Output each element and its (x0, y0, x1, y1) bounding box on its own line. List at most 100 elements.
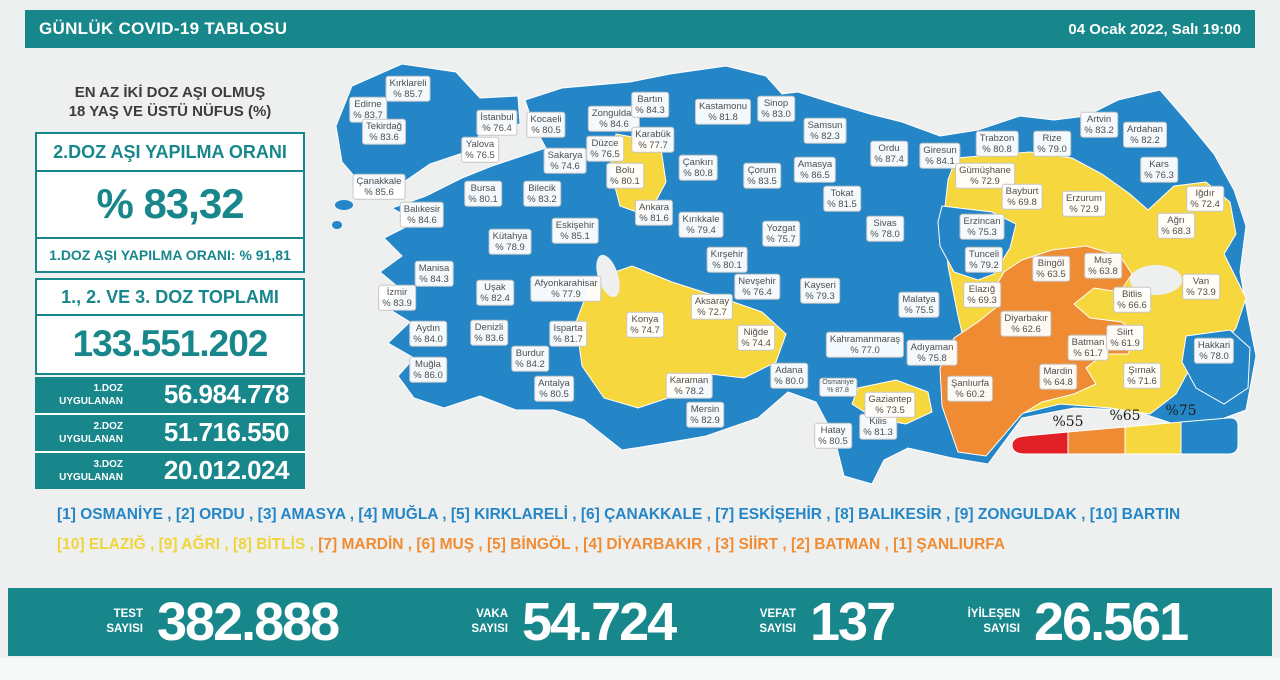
province-label: Kastamonu% 81.8 (694, 98, 752, 126)
province-label: Bartın% 84.3 (631, 91, 669, 119)
province-label: Aydın% 84.0 (409, 320, 447, 348)
vaccine-panel: EN AZ İKİ DOZ AŞI OLMUŞ 18 YAŞ VE ÜSTÜ N… (35, 84, 305, 489)
dose-row-3: 3.DOZ UYGULANAN 20.012.024 (35, 452, 305, 489)
vaccine-panel-title-line1: EN AZ İKİ DOZ AŞI OLMUŞ (74, 84, 266, 101)
stat-iyilesen-label: İYİLEŞEN SAYISI (928, 607, 1020, 637)
bottom-strip (0, 658, 1280, 680)
province-label: Rize% 79.0 (1033, 130, 1071, 158)
stat-vefat: VEFAT SAYISI 137 (730, 591, 896, 653)
province-label: Ağrı% 68.3 (1157, 212, 1195, 240)
province-label: Erzurum% 72.9 (1062, 190, 1106, 218)
legend-label-55: %55 (1052, 414, 1083, 430)
dose-row-1-value: 56.984.778 (163, 379, 290, 409)
province-label: Yalova% 76.5 (461, 136, 499, 164)
province-label: Kütahya% 78.9 (488, 228, 532, 256)
province-label: Çankırı% 80.8 (678, 154, 718, 182)
province-label: Tunceli% 79.2 (964, 246, 1004, 274)
lake-tuz (596, 254, 620, 298)
province-label: Siirt% 61.9 (1106, 324, 1144, 352)
province-label: Artvin% 83.2 (1080, 111, 1118, 139)
stat-iyilesen-label1: İYİLEŞEN (967, 608, 1020, 621)
province-label: Isparta% 81.7 (549, 320, 587, 348)
province-label: İstanbul% 76.4 (476, 109, 518, 137)
province-label: Bayburt% 69.8 (1001, 183, 1043, 211)
stat-vaka-label1: VAKA (476, 608, 508, 621)
province-label: Aksaray% 72.7 (690, 293, 734, 321)
bottom-provinces-orange: [7] MARDİN , [6] MUŞ , [5] BİNGÖL , [4] … (318, 536, 1006, 553)
province-label: Kırklareli% 85.7 (385, 75, 431, 103)
province-label: Nevşehir% 76.4 (734, 273, 780, 301)
stat-vefat-label: VEFAT SAYISI (730, 607, 796, 637)
dose-row-3-label: 3.DOZ UYGULANAN (35, 458, 123, 484)
province-label: Karabük% 77.7 (631, 126, 675, 154)
province-label: Hakkari% 78.0 (1193, 337, 1235, 365)
stat-vefat-value: 137 (810, 592, 896, 652)
region-central-yellow (575, 265, 787, 409)
province-label: Malatya% 75.5 (898, 291, 940, 319)
vaccine-panel-title: EN AZ İKİ DOZ AŞI OLMUŞ 18 YAŞ VE ÜSTÜ N… (35, 84, 305, 122)
province-label: Muş% 63.8 (1084, 252, 1122, 280)
province-label: Şanlıurfa% 60.2 (946, 375, 994, 403)
province-label: Sakarya% 74.6 (543, 147, 587, 175)
province-label: Gümüşhane% 72.9 (955, 162, 1015, 190)
dose1-rate-line: 1.DOZ AŞI YAPILMA ORANI: % 91,81 (49, 246, 291, 263)
header-bar: GÜNLÜK COVID-19 TABLOSU 04 Ocak 2022, Sa… (25, 10, 1255, 48)
dose-rows: 1.DOZ UYGULANAN 56.984.778 2.DOZ UYGULANAN… (35, 376, 305, 489)
stat-test-value: 382.888 (157, 592, 340, 652)
province-label: Ordu% 87.4 (870, 140, 908, 168)
province-label: Adana% 80.0 (770, 362, 808, 390)
dose-row-1-label1: 1.DOZ (93, 382, 123, 394)
legend-label-65: %65 (1109, 408, 1140, 424)
legend-segment-red (1011, 431, 1069, 455)
province-label: Tekirdağ% 83.6 (362, 118, 406, 146)
total-doses-box: 1., 2. VE 3. DOZ TOPLAMI 133.551.202 (35, 277, 305, 375)
dose2-rate-box: 2.DOZ AŞI YAPILMA ORANI % 83,32 1.DOZ AŞ… (35, 131, 305, 273)
province-label: Iğdır% 72.4 (1186, 185, 1224, 213)
province-label: Burdur% 84.2 (511, 345, 549, 373)
province-label: Kars% 76.3 (1140, 156, 1178, 184)
province-label: Karaman% 78.2 (665, 372, 713, 400)
province-label: Mersin% 82.9 (686, 401, 724, 429)
province-label: Amasya% 86.5 (793, 156, 837, 184)
province-label: Konya% 74.7 (626, 311, 664, 339)
province-label: Van% 73.9 (1182, 273, 1220, 301)
stat-iyilesen: İYİLEŞEN SAYISI 26.561 (928, 591, 1190, 653)
province-label: İzmir% 83.9 (378, 284, 416, 312)
turkey-map-svg: %55 %65 %75 (332, 63, 1257, 485)
province-label: Kırşehir% 80.1 (706, 246, 748, 274)
province-label: Bitlis% 66.6 (1113, 286, 1151, 314)
stat-vaka-label2: SAYISI (471, 623, 508, 635)
dose-row-2-value: 51.716.550 (163, 417, 290, 447)
bottom-provinces-line: [10] ELAZIĞ , [9] AĞRI , [8] BİTLİS , [7… (57, 536, 1005, 554)
total-doses-value: 133.551.202 (72, 322, 269, 364)
dose-row-3-label1: 3.DOZ (93, 458, 123, 470)
legend-segment-orange (1067, 426, 1126, 455)
province-label: Bilecik% 83.2 (523, 180, 561, 208)
dose-row-3-value: 20.012.024 (163, 455, 290, 485)
province-label: Batman% 61.7 (1067, 334, 1109, 362)
province-label: Denizli% 83.6 (470, 319, 508, 347)
stat-iyilesen-value: 26.561 (1034, 592, 1189, 652)
province-label: Kahramanmaraş% 77.0 (825, 331, 905, 359)
province-label: Kırıkkale% 79.4 (678, 211, 724, 239)
province-label: Bolu% 80.1 (606, 162, 644, 190)
province-label: Tokat% 81.5 (823, 185, 861, 213)
province-label: Manisa% 84.3 (414, 260, 454, 288)
province-label: Kocaeli% 80.5 (526, 111, 566, 139)
dose-row-2-label: 2.DOZ UYGULANAN (35, 420, 123, 446)
map-legend: %55 %65 %75 (1011, 403, 1239, 455)
province-label: Muğla% 86.0 (409, 356, 447, 384)
stat-test-label2: SAYISI (106, 623, 143, 635)
stat-vaka: VAKA SAYISI 54.724 (428, 591, 677, 653)
province-label: Antalya% 80.5 (534, 375, 574, 403)
legend-label-75: %75 (1165, 403, 1196, 419)
footer-bar: TEST SAYISI 382.888 VAKA SAYISI 54.724 VEF… (8, 588, 1272, 656)
province-label: Bursa% 80.1 (464, 180, 502, 208)
province-label: Eskişehir% 85.1 (551, 217, 599, 245)
island-1 (335, 200, 353, 210)
dose-row-1-label: 1.DOZ UYGULANAN (35, 382, 123, 408)
province-label: Yozgat% 75.7 (762, 220, 800, 248)
province-label: Balıkesir% 84.6 (399, 201, 445, 229)
vaccine-panel-title-line2: 18 YAŞ VE ÜSTÜ NÜFUS (%) (68, 102, 272, 120)
province-label: Giresun% 84.1 (919, 142, 961, 170)
